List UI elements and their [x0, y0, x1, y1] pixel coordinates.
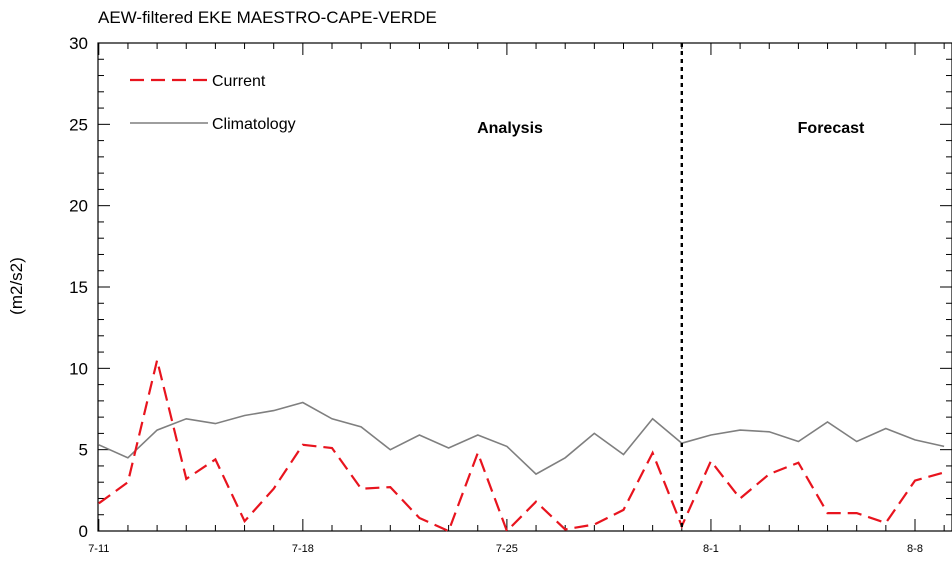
y-tick-label: 15	[69, 278, 88, 297]
series-layer	[98, 359, 945, 533]
x-tick-label: 7-18	[292, 543, 314, 555]
chart-title: AEW-filtered EKE MAESTRO-CAPE-VERDE	[98, 8, 437, 27]
x-tick-label: 7-11	[88, 543, 109, 555]
forecast-label: Forecast	[798, 120, 865, 137]
y-tick-label: 20	[69, 197, 88, 216]
series-line-current	[98, 359, 945, 533]
y-ticks: 0 5 10 15 20 25 30	[69, 34, 952, 541]
y-tick-label: 25	[69, 115, 88, 134]
legend-climatology-label: Climatology	[212, 116, 296, 133]
y-tick-label: 10	[69, 359, 88, 378]
y-tick-label: 0	[79, 522, 88, 541]
x-ticks: 7-11 7-18 7-25 8-1 8-8	[88, 43, 945, 555]
y-tick-label: 5	[79, 441, 88, 460]
x-tick-label: 8-1	[703, 543, 719, 555]
legend: Current Climatology	[130, 73, 296, 133]
x-tick-label: 7-25	[496, 543, 518, 555]
series-line-climatology	[98, 401, 945, 476]
y-tick-label: 30	[69, 34, 88, 53]
analysis-label: Analysis	[477, 120, 543, 137]
legend-current-label: Current	[212, 73, 266, 90]
y-axis-label: (m2/s2)	[7, 257, 26, 315]
x-tick-label: 8-8	[907, 543, 923, 555]
